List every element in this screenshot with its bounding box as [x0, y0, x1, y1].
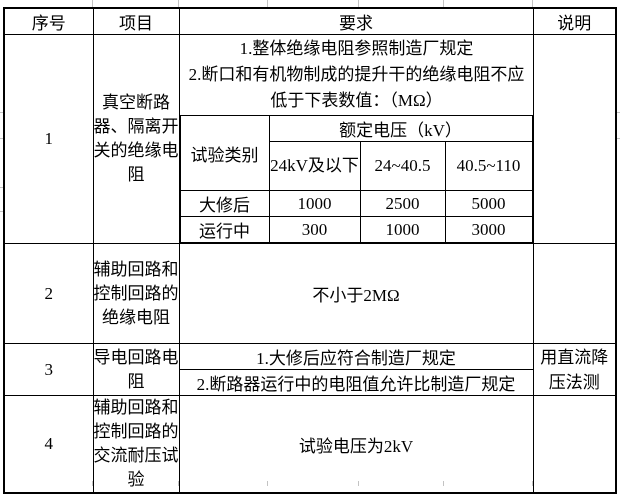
nested-value: 5000 [444, 190, 532, 217]
gridline-tick [178, 0, 179, 7]
nested-row-label: 大修后 [180, 190, 270, 217]
gridline-tick [92, 0, 93, 7]
nested-corner-test-category: 试验类别 [180, 115, 270, 191]
row1-note [532, 34, 617, 244]
row1-requirement-text: 1.整体绝缘电阻参照制造厂规定 2.断口和有机物制成的提升干的绝缘电阻不应低于下… [180, 36, 532, 116]
header-note: 说明 [532, 7, 617, 35]
gridline-tick [0, 112, 3, 113]
nested-value: 1000 [359, 216, 446, 243]
table-row: 1 真空断路器、隔离开关的绝缘电阻 1.整体绝缘电阻参照制造厂规定 2.断口和有… [3, 34, 617, 244]
gridline-tick [0, 138, 3, 139]
nested-row-label: 运行中 [180, 216, 270, 243]
nested-voltage-range-row: 24kV及以下 24~40.5 40.5~110 [180, 141, 532, 191]
row2-no: 2 [3, 243, 94, 344]
nested-voltage-table: 试验类别 额定电压（kV） 24kV及以下 24~40.5 40.5~110 大… [180, 115, 532, 243]
row2-note [532, 243, 617, 344]
row1-req-line1: 1.整体绝缘电阻参照制造厂规定 [239, 39, 474, 58]
row3-no: 3 [3, 343, 94, 396]
gridline-tick [358, 0, 359, 7]
row3-item: 导电回路电阻 [92, 343, 180, 396]
row3-requirement-line1: 1.大修后应符合制造厂规定 [178, 343, 534, 370]
gridline-tick [532, 0, 533, 7]
row3-note: 用直流降压法测 [532, 343, 617, 396]
nested-col-24kv-below: 24kV及以下 [268, 141, 361, 191]
header-requirement: 要求 [178, 7, 534, 35]
nested-value: 1000 [268, 190, 361, 217]
nested-col-40-110: 40.5~110 [444, 141, 532, 191]
nested-data-row-operation: 运行中 300 1000 3000 [180, 216, 532, 243]
row4-requirement: 试验电压为2kV [178, 395, 534, 494]
gridline-tick [267, 0, 268, 7]
row2-requirement: 不小于2MΩ [178, 243, 534, 344]
gridline-tick [0, 187, 3, 188]
table-header-row: 序号 项目 要求 说明 [3, 7, 617, 35]
row4-note [532, 395, 617, 494]
nested-header-row: 试验类别 额定电压（kV） [180, 115, 532, 191]
table-row: 3 导电回路电阻 1.大修后应符合制造厂规定 用直流降压法测 [3, 343, 617, 396]
row1-req-line2: 2.断口和有机物制成的提升干的绝缘电阻不应低于下表数值：（MΩ） [188, 65, 525, 110]
row2-item: 辅助回路和控制回路的绝缘电阻 [92, 243, 180, 344]
row1-requirement: 1.整体绝缘电阻参照制造厂规定 2.断口和有机物制成的提升干的绝缘电阻不应低于下… [178, 34, 534, 244]
table-row: 2 辅助回路和控制回路的绝缘电阻 不小于2MΩ [3, 243, 617, 344]
table-row: 4 辅助回路和控制回路的交流耐压试验 试验电压为2kV [3, 395, 617, 494]
nested-value: 300 [268, 216, 361, 243]
gridline-tick [443, 0, 444, 7]
row1-item: 真空断路器、隔离开关的绝缘电阻 [92, 34, 180, 244]
row4-item: 辅助回路和控制回路的交流耐压试验 [92, 395, 180, 494]
nested-data-row-overhaul: 大修后 1000 2500 5000 [180, 190, 532, 217]
document-table: 序号 项目 要求 说明 1 真空断路器、隔离开关的绝缘电阻 1.整体绝缘电阻参照… [3, 7, 617, 494]
row1-no: 1 [3, 34, 94, 244]
nested-value: 3000 [444, 216, 532, 243]
nested-col-24-40: 24~40.5 [359, 141, 446, 191]
row4-no: 4 [3, 395, 94, 494]
header-item: 项目 [92, 7, 180, 35]
nested-value: 2500 [359, 190, 446, 217]
header-no: 序号 [3, 7, 94, 35]
gridline-tick [616, 112, 620, 113]
table-row: 2.断路器运行中的电阻值允许比制造厂规定 [4, 369, 616, 396]
row3-requirement-line2: 2.断路器运行中的电阻值允许比制造厂规定 [178, 369, 534, 396]
gridline-tick [616, 138, 620, 139]
gridline-tick [0, 211, 3, 212]
nested-rated-voltage-header: 额定电压（kV） [268, 115, 532, 142]
